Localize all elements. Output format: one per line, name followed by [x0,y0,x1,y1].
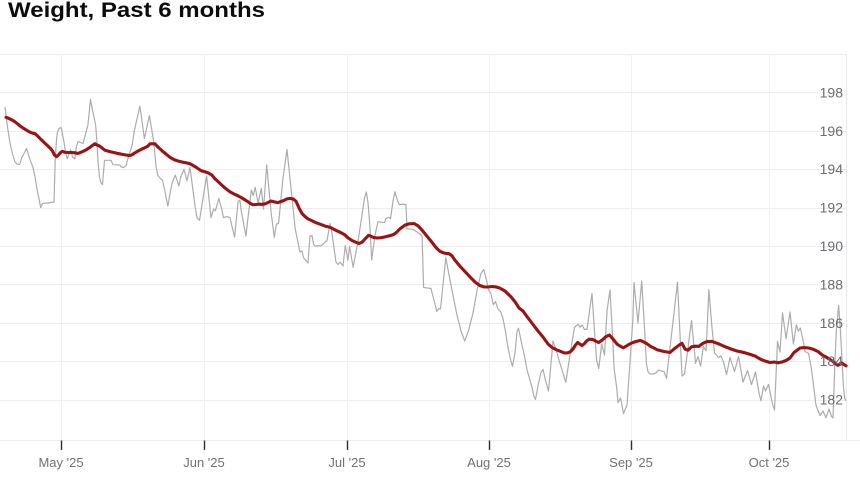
svg-text:192: 192 [820,200,844,216]
svg-text:Oct '25: Oct '25 [749,455,790,470]
svg-text:190: 190 [820,238,844,254]
svg-text:Jun '25: Jun '25 [183,455,225,470]
svg-text:188: 188 [820,276,844,292]
svg-text:198: 198 [820,84,844,100]
svg-text:194: 194 [820,161,844,177]
svg-text:182: 182 [820,392,844,408]
svg-text:186: 186 [820,315,844,331]
svg-text:196: 196 [820,123,844,139]
svg-text:Sep '25: Sep '25 [609,455,653,470]
svg-text:184: 184 [820,353,844,369]
svg-text:May '25: May '25 [38,455,83,470]
svg-text:Jul '25: Jul '25 [328,455,365,470]
svg-text:Aug '25: Aug '25 [467,455,511,470]
